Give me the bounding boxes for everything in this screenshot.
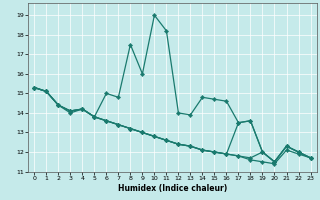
X-axis label: Humidex (Indice chaleur): Humidex (Indice chaleur) xyxy=(118,184,227,193)
